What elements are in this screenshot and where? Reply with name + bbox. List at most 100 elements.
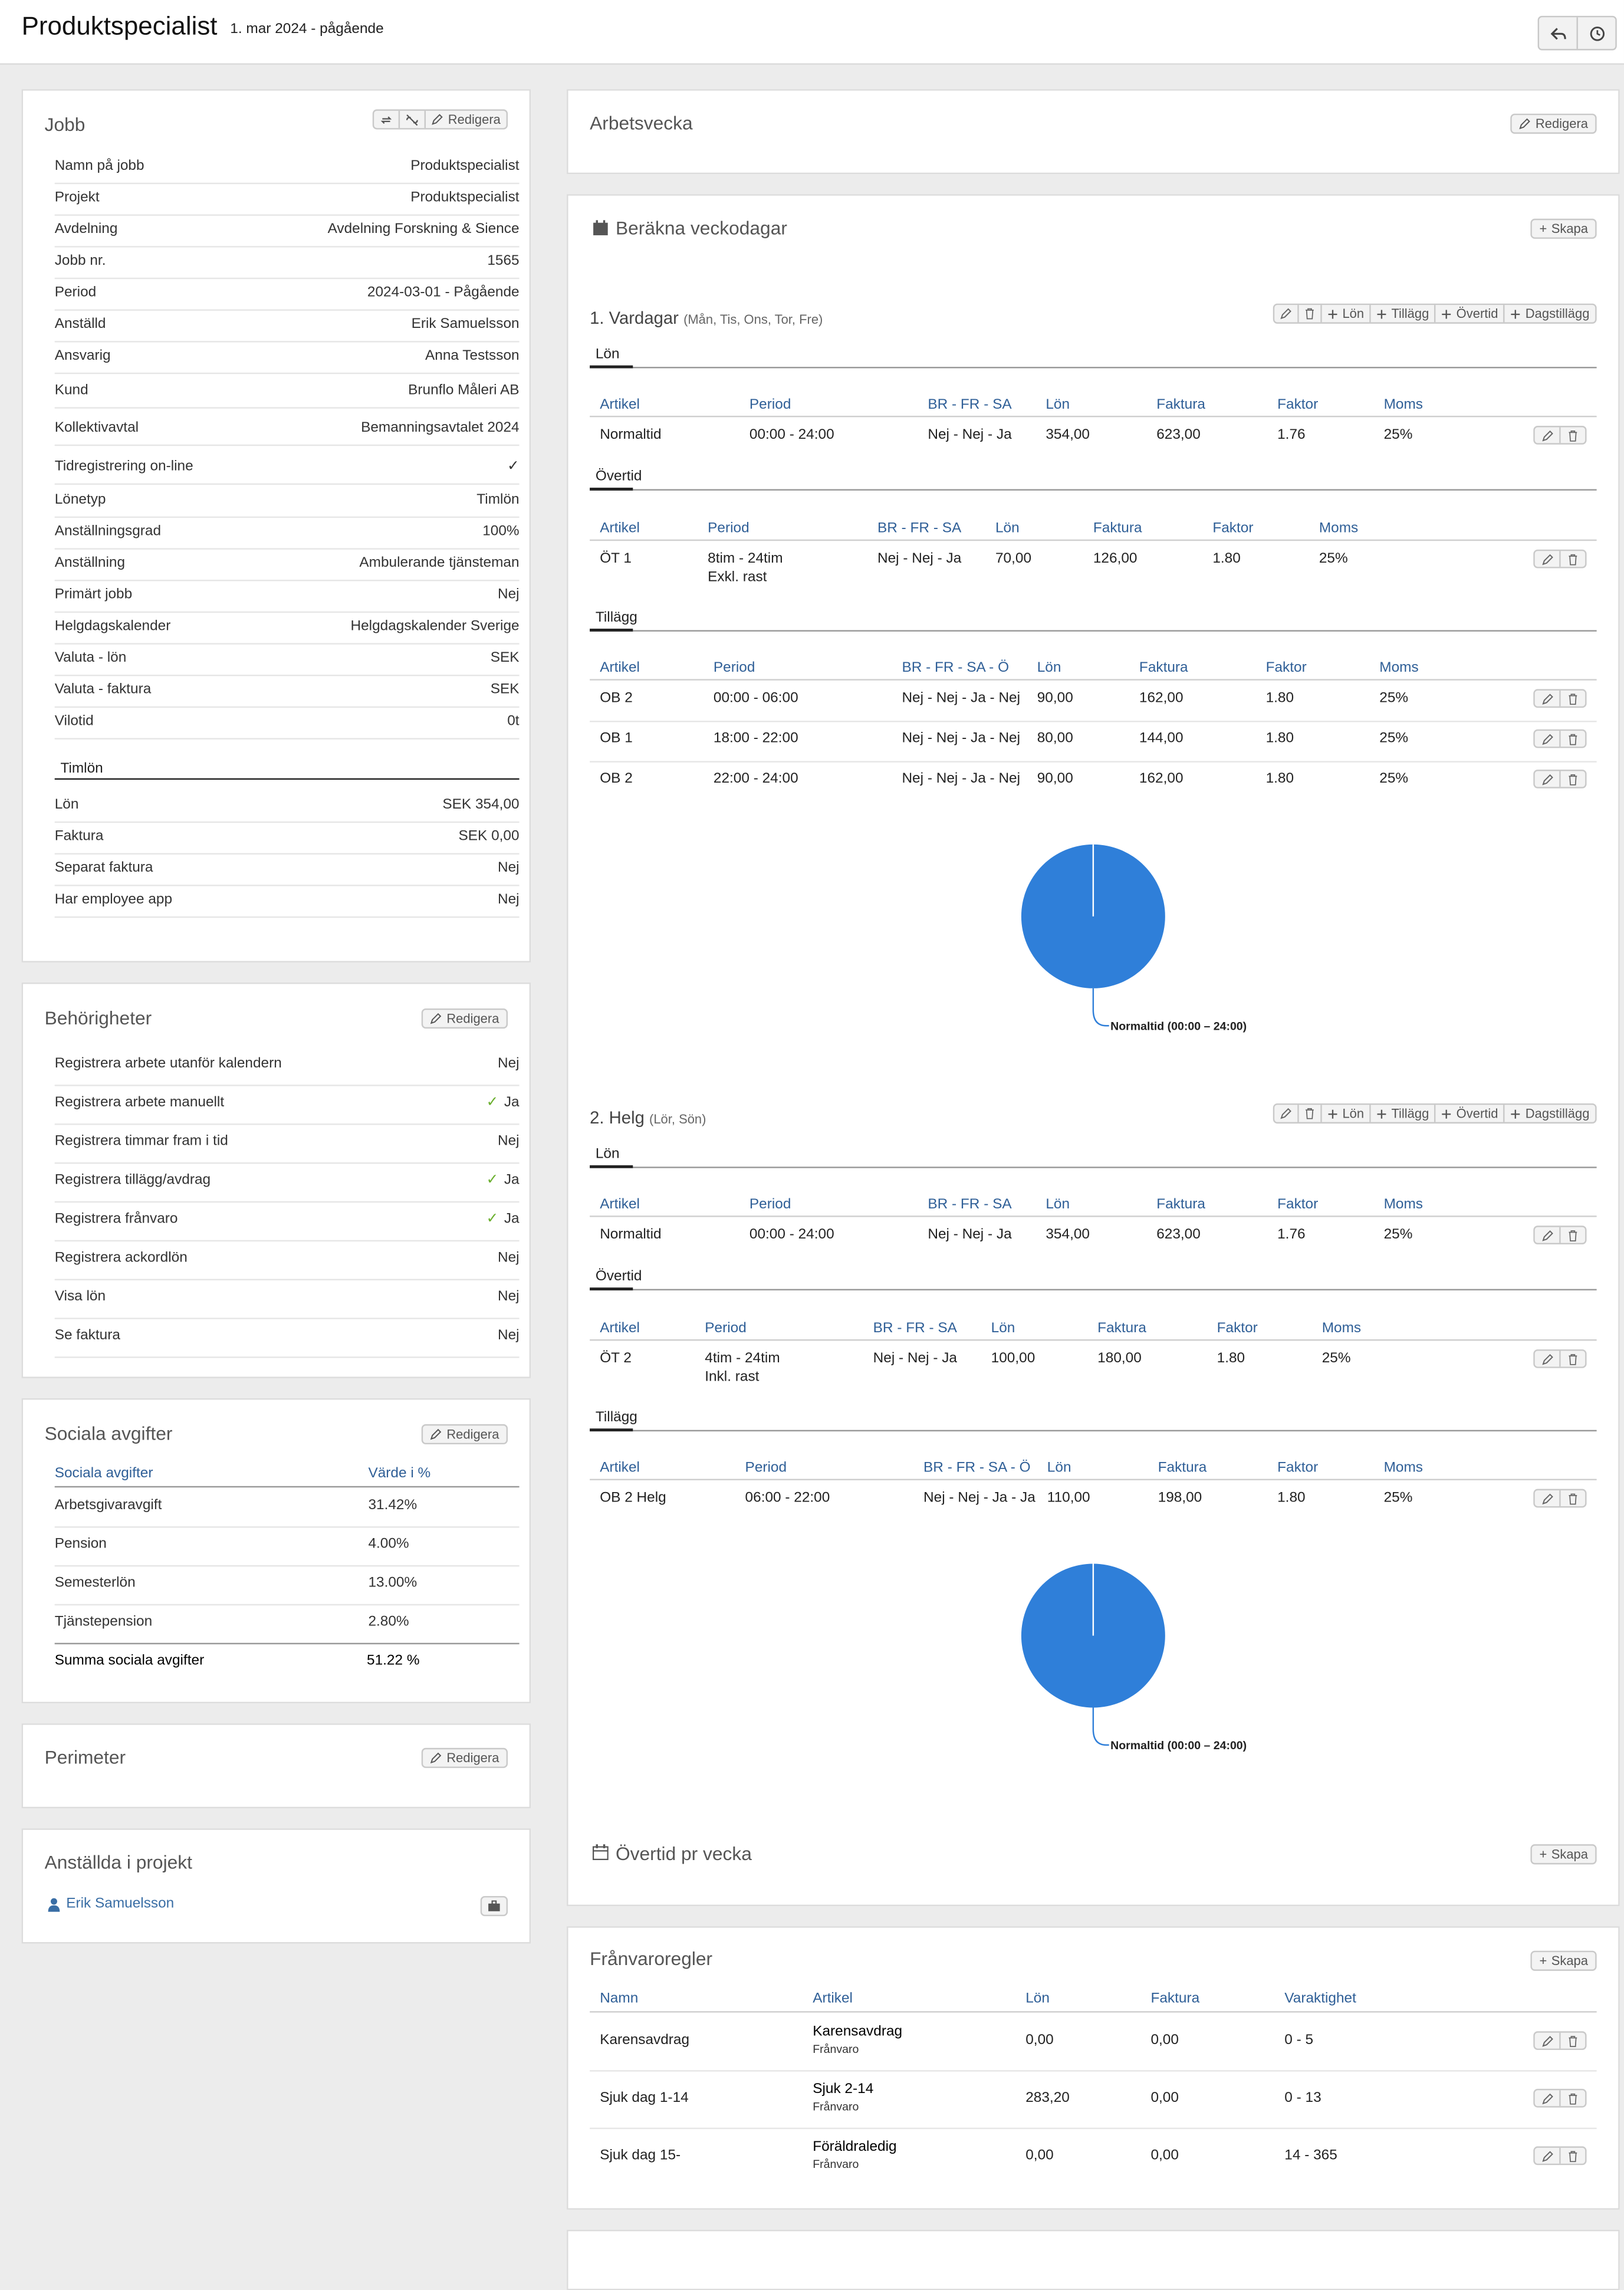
table-cell: Nej - Nej - Ja - Nej [902,771,1021,787]
table-cell: 110,00 [1047,1490,1090,1506]
column-header: Period [708,521,749,537]
row-edit-button[interactable] [1535,691,1559,707]
row-edit-button[interactable] [1535,1227,1559,1243]
table-cell-note: Exkl. rast [708,569,767,586]
jobb-row-value[interactable]: Produktspecialist [410,189,520,206]
jobb-row-key: Anställning [54,555,126,571]
jobb-row-key: Ansvarig [54,348,111,364]
row-delete-button[interactable] [1559,1490,1585,1506]
franvaro-name: Sjuk dag 1-14 [600,2090,689,2107]
jobb-row-value[interactable]: Brunflo Måleri AB [408,382,520,399]
column-header: BR - FR - SA [877,521,962,537]
jobb-row-value[interactable]: Bemanningsavtalet 2024 [361,420,520,436]
subtab-line [590,1430,1597,1432]
timlon-row-value: SEK 0,00 [458,829,520,845]
employee-link[interactable]: Erik Samuelsson [66,1895,175,1912]
group-edit-button[interactable] [1275,305,1298,322]
add-dagstillagg-button[interactable]: Dagstillägg [1504,305,1595,323]
sociala-sum-value: 51.22 % [367,1652,420,1669]
group-delete-button[interactable] [1297,1105,1321,1122]
timlon-row-key: Lön [54,797,79,813]
table-cell: 623,00 [1156,427,1201,443]
column-header: BR - FR - SA - Ö [923,1460,1031,1476]
add-tillagg-button[interactable]: Tillägg [1369,1105,1435,1122]
row-delete-button[interactable] [1559,551,1585,567]
header-line [590,1479,1597,1481]
pencil-icon [430,1013,442,1024]
overtid-vecka-create-label: Skapa [1551,1847,1588,1862]
jobb-row-key: Lönetyp [54,492,106,508]
row-edit-button[interactable] [1535,551,1559,567]
row-edit-button[interactable] [1535,2148,1559,2164]
row-edit-button[interactable] [1535,2033,1559,2049]
table-cell: OB 1 [600,731,633,747]
table-cell: 126,00 [1093,551,1138,567]
checkmark-icon: ✓ [486,1211,499,1227]
group-edit-button[interactable] [1275,1105,1298,1122]
row-edit-button[interactable] [1535,731,1559,747]
add-tillagg-button[interactable]: Tillägg [1369,305,1435,323]
column-header: Faktor [1265,660,1307,676]
column-header: Faktura [1097,1320,1146,1337]
row-edit-button[interactable] [1535,771,1559,787]
jobb-row-key: Vilotid [54,713,94,730]
row-edit-button[interactable] [1535,1490,1559,1506]
group-delete-button[interactable] [1297,305,1321,323]
row-delete-button[interactable] [1559,1351,1585,1367]
perimeter-edit-button[interactable]: Redigera [422,1747,508,1768]
overtid-vecka-create-button[interactable]: + Skapa [1530,1844,1597,1865]
briefcase-button[interactable] [480,1895,508,1917]
row-line [590,721,1597,722]
franvaro-create-button[interactable]: + Skapa [1530,1950,1597,1971]
sociala-name: Semesterlön [54,1575,136,1591]
row-edit-button[interactable] [1535,2090,1559,2106]
timlon-row: Lön SEK 354,00 [54,790,520,823]
subtab-line [590,1289,1597,1291]
trash-icon [1569,1493,1577,1504]
add-overtid-button[interactable]: Övertid [1435,305,1504,323]
permission-value-text: Nej [497,1328,520,1344]
row-delete-button[interactable] [1559,731,1585,747]
row-delete-button[interactable] [1559,2032,1585,2049]
history-button[interactable] [1576,17,1615,49]
row-delete-button[interactable] [1559,690,1585,707]
calendar-icon [593,220,608,235]
behorigheter-panel: Behörigheter Redigera Registrera arbete … [21,983,531,1378]
behorigheter-edit-button[interactable]: Redigera [422,1008,508,1029]
row-delete-button[interactable] [1559,2090,1585,2107]
column-header: Lön [1037,660,1061,676]
sync-button[interactable] [374,111,399,128]
sociala-value: 2.80% [368,1614,409,1630]
arbetsvecka-edit-button[interactable]: Redigera [1511,113,1597,134]
add-dagstillagg-button[interactable]: Dagstillägg [1504,1105,1595,1122]
add-lon-button[interactable]: Lön [1320,305,1370,323]
unlink-button[interactable] [399,110,425,129]
checkmark-icon: ✓ [486,1095,499,1111]
table-cell: 25% [1383,1227,1413,1243]
back-button[interactable] [1539,17,1576,49]
row-edit-button[interactable] [1535,427,1559,443]
row-edit-button[interactable] [1535,1351,1559,1367]
sociala-edit-button[interactable]: Redigera [422,1424,508,1445]
franvaro-artikel-type: Frånvaro [813,2100,859,2114]
table-cell: 90,00 [1037,690,1073,707]
berakna-create-button[interactable]: + Skapa [1530,218,1597,239]
sociala-sum-line [54,1642,520,1645]
row-delete-button[interactable] [1559,427,1585,443]
jobb-row-value[interactable]: Anna Testsson [425,348,520,364]
row-delete-button[interactable] [1559,2147,1585,2164]
row-action-buttons [1533,729,1587,748]
add-overtid-button[interactable]: Övertid [1435,1105,1504,1122]
anstallda-title: Anställda i projekt [44,1851,192,1873]
subtab-line [590,1167,1597,1168]
franvaro-varaktighet: 0 - 5 [1284,2032,1314,2049]
jobb-row-value[interactable]: Erik Samuelsson [411,316,520,333]
row-delete-button[interactable] [1559,1227,1585,1243]
table-cell: 1.76 [1277,427,1306,443]
add-lon-button[interactable]: Lön [1320,1105,1370,1122]
jobb-edit-button[interactable]: Redigera [425,110,507,129]
table-cell: Nej - Nej - Ja [877,551,962,567]
row-delete-button[interactable] [1559,771,1585,787]
subtab: Lön [595,346,620,363]
row-action-buttons [1533,770,1587,788]
